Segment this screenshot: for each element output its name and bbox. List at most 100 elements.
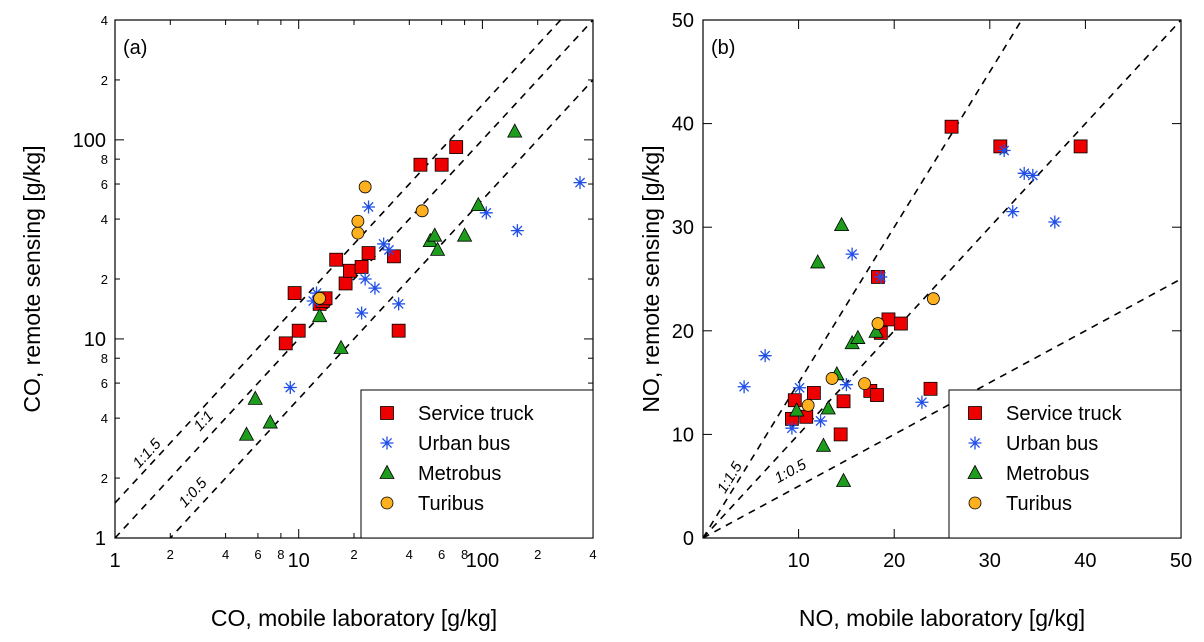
point-metrobus — [868, 323, 884, 338]
point-urban-bus — [1017, 166, 1031, 180]
point-turibus — [351, 214, 365, 228]
legend: Service truck Urban bus Metrobus Turibus — [948, 389, 1182, 539]
point-metrobus — [429, 241, 446, 256]
y-tick-label: 4 — [101, 212, 108, 227]
legend-marker-metrobus — [967, 464, 983, 479]
legend-label-service-truck: Service truck — [1006, 403, 1123, 425]
series-metrobus — [238, 123, 523, 441]
x-tick-label: 100 — [466, 550, 499, 572]
reference-line-1-1 — [115, 20, 593, 538]
series-metrobus — [789, 216, 884, 487]
point-metrobus — [427, 227, 443, 242]
point-urban-bus — [785, 421, 799, 435]
point-urban-bus — [1048, 215, 1062, 229]
point-service-truck — [923, 381, 938, 396]
point-metrobus — [850, 329, 866, 344]
point-turibus — [825, 372, 839, 385]
point-service-truck — [361, 246, 376, 260]
plot-frame — [702, 19, 1182, 539]
series-turibus — [313, 180, 429, 305]
point-metrobus — [789, 402, 805, 417]
x-tick-label: 30 — [979, 550, 1001, 572]
point-turibus — [351, 226, 365, 240]
legend-marker-turibus — [380, 496, 394, 510]
point-metrobus — [810, 254, 826, 269]
legend-label-urban-bus: Urban bus — [418, 433, 510, 455]
reference-line-1-1-5 — [115, 20, 562, 504]
legend-label-turibus: Turibus — [1006, 493, 1072, 515]
point-urban-bus — [737, 380, 751, 394]
point-service-truck — [278, 336, 293, 351]
y-tick-label: 20 — [672, 321, 694, 343]
point-urban-bus — [573, 176, 587, 190]
point-urban-bus — [793, 381, 807, 395]
point-turibus — [801, 398, 815, 412]
y-tick-label: 8 — [101, 152, 108, 167]
x-tick-label: 2 — [350, 547, 357, 562]
x-tick-label: 10 — [787, 550, 809, 572]
point-turibus — [415, 204, 429, 218]
legend-label-urban-bus: Urban bus — [1006, 433, 1098, 455]
y-tick-label: 30 — [672, 217, 694, 239]
point-urban-bus — [997, 144, 1011, 158]
y-tick-label: 0 — [683, 528, 694, 550]
legend-marker-metrobus — [379, 464, 395, 479]
reference-line-1-1 — [703, 20, 1181, 538]
point-metrobus — [815, 437, 832, 452]
legend: Service truck Urban bus Metrobus Turibus — [360, 389, 594, 539]
point-service-truck — [329, 252, 344, 267]
point-urban-bus — [479, 206, 493, 220]
y-tick-label: 50 — [672, 10, 694, 32]
point-urban-bus — [368, 281, 382, 295]
x-tick-label: 2 — [534, 547, 541, 562]
point-metrobus — [507, 123, 523, 138]
y-tick-label: 10 — [672, 424, 694, 446]
point-service-truck — [287, 286, 302, 300]
point-metrobus — [262, 414, 278, 429]
y-tick-label: 8 — [101, 351, 108, 366]
reference-line-label-1-1-5: 1:1.5 — [714, 458, 746, 496]
point-urban-bus — [1026, 168, 1040, 182]
x-tick-label: 10 — [288, 550, 310, 572]
legend-label-metrobus: Metrobus — [418, 463, 501, 485]
y-tick-label: 6 — [101, 177, 108, 192]
point-urban-bus — [283, 381, 297, 395]
y-tick-label: 6 — [101, 376, 108, 391]
data-points — [238, 123, 587, 441]
legend-marker-urban-bus — [968, 436, 982, 450]
series-urban-bus — [283, 176, 587, 395]
point-metrobus — [333, 339, 349, 354]
reference-line-label-1-0-5: 1:0.5 — [175, 474, 211, 511]
point-service-truck — [391, 323, 406, 338]
point-metrobus — [238, 426, 255, 441]
y-tick-label: 4 — [101, 13, 108, 28]
point-urban-bus — [392, 297, 406, 311]
legend-marker-service-truck — [968, 406, 982, 420]
legend-box — [948, 389, 1182, 539]
point-service-truck — [806, 386, 821, 400]
point-urban-bus — [377, 237, 391, 251]
x-tick-label: 8 — [277, 547, 284, 562]
data-points — [737, 119, 1088, 487]
point-urban-bus — [358, 272, 372, 286]
point-turibus — [926, 292, 940, 306]
x-tick-label: 6 — [254, 547, 261, 562]
point-service-truck — [449, 140, 464, 154]
point-urban-bus — [306, 294, 320, 308]
point-turibus — [358, 180, 372, 194]
point-service-truck — [836, 394, 851, 409]
legend-marker-service-truck — [380, 406, 394, 420]
legend-label-service-truck: Service truck — [418, 403, 535, 425]
reference-line-1-1-5 — [703, 20, 1023, 538]
point-metrobus — [247, 390, 263, 405]
series-urban-bus — [737, 144, 1062, 435]
point-metrobus — [820, 400, 836, 415]
y-tick-label: 10 — [84, 329, 106, 351]
point-metrobus — [470, 196, 486, 212]
point-turibus — [858, 377, 871, 391]
point-urban-bus — [510, 224, 524, 238]
point-metrobus — [835, 472, 852, 487]
